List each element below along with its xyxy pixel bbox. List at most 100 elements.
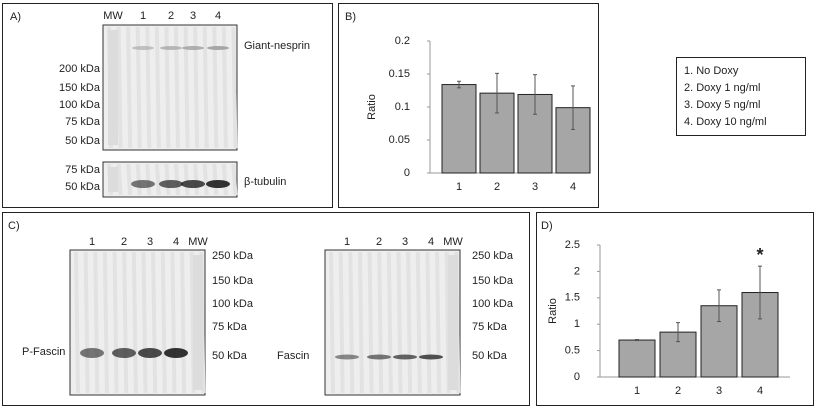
marker-label: 100 kDa [472,298,514,310]
lane-label: 3 [190,10,196,22]
blot-texture [174,163,180,196]
panel-a [2,3,333,208]
blot-texture [116,26,123,149]
marker-label: 100 kDa [212,298,254,310]
protein-label: β-tubulin [244,176,286,188]
band [160,46,182,50]
marker-label: 150 kDa [59,82,101,94]
band [164,348,188,358]
blot-texture [135,163,142,196]
lane-label: 4 [173,236,179,248]
blot-texture [154,163,161,196]
x-tick-label: 3 [716,385,722,397]
lane-label: 1 [89,236,95,248]
legend-item: 1. No Doxy [684,65,739,77]
blot-texture [102,251,109,394]
legend-item: 3. Doxy 5 ng/ml [684,99,760,111]
mw-ladder [448,255,458,390]
marker-label: 50 kDa [65,135,101,147]
legend-item: 4. Doxy 10 ng/ml [684,116,767,128]
marker-label: 50 kDa [472,350,508,362]
blot-texture [367,251,374,394]
blot-texture [160,251,167,394]
y-tick-label: 0.2 [395,35,410,47]
blot-texture [183,26,190,149]
blot-texture [74,251,80,394]
band [112,348,136,358]
blot-texture [193,26,200,149]
panel-label: C) [8,220,20,232]
blot-texture [386,251,393,394]
blot-texture [112,251,119,394]
blot-texture [212,163,219,196]
lane-label: MW [443,236,463,248]
blot-texture [116,163,123,196]
legend-box [676,57,806,136]
y-tick-label: 2 [574,265,580,277]
blot-texture [338,251,345,394]
protein-label: P-Fascin [22,346,65,358]
lane-label: 2 [168,10,174,22]
marker-label: 250 kDa [472,250,514,262]
x-tick-label: 2 [494,181,500,193]
y-tick-label: 0.15 [389,68,410,80]
lane-label: 2 [376,236,382,248]
band [181,180,205,188]
blot-texture [357,251,364,394]
band [131,180,155,188]
y-tick-label: 0 [404,167,410,179]
blot-texture [202,163,209,196]
panel-c [2,212,530,406]
band [138,348,162,358]
blot-texture [141,251,148,394]
blot-texture [425,251,432,394]
blot-texture [415,251,422,394]
blot-texture [435,251,442,394]
y-tick-label: 1.5 [565,292,580,304]
blot-texture [164,163,171,196]
marker-label: 75 kDa [212,321,248,333]
y-tick-label: 2.5 [565,239,580,251]
lane-label: 2 [121,236,127,248]
marker-label: 150 kDa [212,275,254,287]
blot-texture [83,251,90,394]
marker-label: 200 kDa [59,63,101,75]
marker-label: 75 kDa [65,164,101,176]
blot-texture [212,26,219,149]
blot-texture [131,251,138,394]
y-axis-label: Ratio [547,298,559,324]
blot-texture [231,163,238,196]
blot-texture [221,163,228,196]
blot-texture [154,26,161,149]
band [206,180,230,188]
lane-label: 1 [140,10,146,22]
mw-ladder [193,255,203,390]
blot-texture [174,26,180,149]
band [207,46,229,50]
x-tick-label: 4 [570,181,576,193]
blot-texture [221,26,228,149]
blot-texture [180,251,187,394]
lane-label: 3 [147,236,153,248]
panel-label: A) [10,11,21,23]
blot-texture [183,163,190,196]
marker-label: 75 kDa [472,321,508,333]
blot-texture [170,251,177,394]
band [367,354,391,360]
protein-label: Giant-nesprin [244,40,310,52]
blot-texture [145,26,152,149]
blot-texture [145,163,152,196]
lane-label: 1 [344,236,350,248]
bar [441,84,477,174]
band [80,348,104,358]
band [419,354,443,360]
marker-label: 75 kDa [65,116,101,128]
y-tick-label: 0.5 [565,345,580,357]
x-tick-label: 1 [456,181,462,193]
lane-label: MW [188,236,208,248]
protein-label: Fascin [277,350,309,362]
band [393,354,417,360]
blot-texture [377,251,384,394]
lane-label: MW [103,10,123,22]
